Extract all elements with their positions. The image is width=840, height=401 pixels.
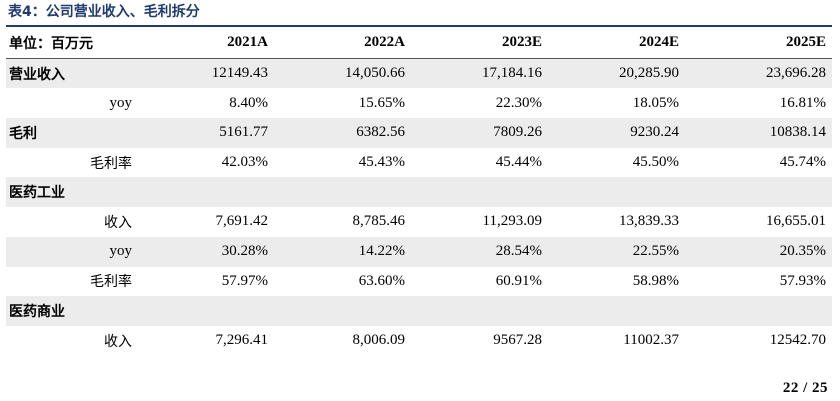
header-2021a: 2021A <box>138 28 274 59</box>
cell: 18.05% <box>632 94 679 111</box>
cell: 60.91% <box>495 272 542 289</box>
cell: 28.54% <box>411 236 548 267</box>
cell: 12542.70 <box>769 332 826 349</box>
row-label: yoy <box>6 236 138 267</box>
cell: 10838.14 <box>685 118 832 148</box>
cell <box>548 296 685 326</box>
table-caption: 表4：公司营业收入、毛利拆分 <box>8 4 200 20</box>
table-row: 毛利率 42.03% 45.43% 45.44% 45.50% 45.74% <box>6 148 832 178</box>
row-label: 收入 <box>104 214 132 231</box>
table-row: 毛利 5161.77 6382.56 7809.26 9230.24 10838… <box>6 118 832 148</box>
table-row: yoy 8.40% 15.65% 22.30% 18.05% 16.81% <box>6 88 832 118</box>
cell: 12149.43 <box>138 58 274 89</box>
cell: 7809.26 <box>411 118 548 148</box>
cell <box>411 177 548 208</box>
cell <box>548 177 685 208</box>
cell: 7,691.42 <box>215 213 269 230</box>
caption-rule <box>6 25 832 27</box>
table-row: 收入 7,296.41 8,006.09 9567.28 11002.37 12… <box>6 326 832 356</box>
cell <box>138 177 274 208</box>
header-row: 单位：百万元 2021A 2022A 2023E 2024E 2025E <box>6 28 832 59</box>
row-label: 医药工业 <box>6 177 138 208</box>
cell: 42.03% <box>221 154 268 171</box>
cell: 45.50% <box>632 154 679 171</box>
cell: 8,785.46 <box>352 213 406 230</box>
cell: 57.93% <box>779 272 826 289</box>
cell: 14.22% <box>274 236 411 267</box>
cell: 20,285.90 <box>548 58 685 89</box>
header-2022a: 2022A <box>274 28 411 59</box>
financial-table: 单位：百万元 2021A 2022A 2023E 2024E 2025E 营业收… <box>6 28 832 356</box>
table-row: 收入 7,691.42 8,785.46 11,293.09 13,839.33… <box>6 207 832 237</box>
row-label: 收入 <box>104 333 132 350</box>
cell: 45.74% <box>779 154 826 171</box>
cell: 15.65% <box>358 94 405 111</box>
row-label: 毛利 <box>6 118 138 148</box>
cell: 45.43% <box>358 154 405 171</box>
header-unit: 单位：百万元 <box>6 28 138 59</box>
cell: 58.98% <box>632 272 679 289</box>
page-number: 22 / 25 <box>783 380 828 397</box>
cell: 63.60% <box>358 272 405 289</box>
cell <box>274 296 411 326</box>
header-2024e: 2024E <box>548 28 685 59</box>
cell: 45.44% <box>495 154 542 171</box>
table-row: yoy 30.28% 14.22% 28.54% 22.55% 20.35% <box>6 236 832 267</box>
cell: 5161.77 <box>138 118 274 148</box>
cell: 9567.28 <box>493 332 542 349</box>
header-2025e: 2025E <box>685 28 832 59</box>
cell: 8.40% <box>229 94 268 111</box>
table-row: 医药工业 <box>6 177 832 208</box>
cell: 20.35% <box>685 236 832 267</box>
row-label: 医药商业 <box>6 296 138 326</box>
cell: 8,006.09 <box>352 332 406 349</box>
row-label: 营业收入 <box>6 58 138 89</box>
cell: 23,696.28 <box>685 58 832 89</box>
cell: 16,655.01 <box>766 213 826 230</box>
table-row: 毛利率 57.97% 63.60% 60.91% 58.98% 57.93% <box>6 267 832 297</box>
cell <box>685 296 832 326</box>
cell: 11,293.09 <box>482 213 542 230</box>
cell: 17,184.16 <box>411 58 548 89</box>
page-total: 25 <box>812 380 828 396</box>
cell: 9230.24 <box>548 118 685 148</box>
cell <box>685 177 832 208</box>
cell: 7,296.41 <box>215 332 269 349</box>
page-separator: / <box>803 380 808 396</box>
cell: 6382.56 <box>274 118 411 148</box>
cell: 13,839.33 <box>619 213 679 230</box>
cell: 57.97% <box>221 272 268 289</box>
table-row: 医药商业 <box>6 296 832 326</box>
cell: 22.30% <box>495 94 542 111</box>
row-label: 毛利率 <box>90 274 132 291</box>
cell <box>274 177 411 208</box>
cell: 14,050.66 <box>274 58 411 89</box>
table-row: 营业收入 12149.43 14,050.66 17,184.16 20,285… <box>6 58 832 89</box>
row-label: 毛利率 <box>90 155 132 172</box>
cell: 30.28% <box>138 236 274 267</box>
cell: 16.81% <box>779 94 826 111</box>
header-2023e: 2023E <box>411 28 548 59</box>
row-label: yoy <box>109 94 133 111</box>
cell: 11002.37 <box>623 332 679 349</box>
cell <box>411 296 548 326</box>
cell <box>138 296 274 326</box>
page-current: 22 <box>782 380 799 396</box>
cell: 22.55% <box>548 236 685 267</box>
